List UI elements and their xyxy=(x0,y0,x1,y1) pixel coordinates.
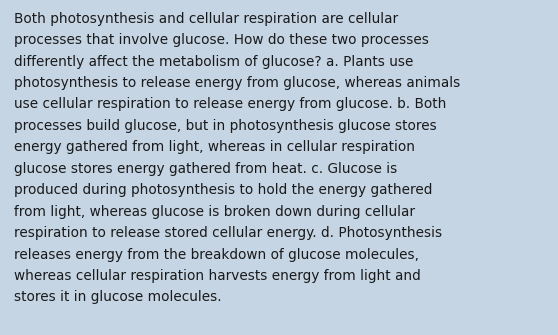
Text: respiration to release stored cellular energy. d. Photosynthesis: respiration to release stored cellular e… xyxy=(14,226,442,240)
Text: from light, whereas glucose is broken down during cellular: from light, whereas glucose is broken do… xyxy=(14,205,415,219)
Text: use cellular respiration to release energy from glucose. b. Both: use cellular respiration to release ener… xyxy=(14,97,446,112)
Text: photosynthesis to release energy from glucose, whereas animals: photosynthesis to release energy from gl… xyxy=(14,76,460,90)
Text: differently affect the metabolism of glucose? a. Plants use: differently affect the metabolism of glu… xyxy=(14,55,413,69)
Text: glucose stores energy gathered from heat. c. Glucose is: glucose stores energy gathered from heat… xyxy=(14,162,397,176)
Text: Both photosynthesis and cellular respiration are cellular: Both photosynthesis and cellular respira… xyxy=(14,12,398,26)
Text: stores it in glucose molecules.: stores it in glucose molecules. xyxy=(14,290,222,305)
Text: energy gathered from light, whereas in cellular respiration: energy gathered from light, whereas in c… xyxy=(14,140,415,154)
Text: releases energy from the breakdown of glucose molecules,: releases energy from the breakdown of gl… xyxy=(14,248,419,262)
Text: processes that involve glucose. How do these two processes: processes that involve glucose. How do t… xyxy=(14,33,429,47)
Text: processes build glucose, but in photosynthesis glucose stores: processes build glucose, but in photosyn… xyxy=(14,119,437,133)
Text: produced during photosynthesis to hold the energy gathered: produced during photosynthesis to hold t… xyxy=(14,183,432,197)
Text: whereas cellular respiration harvests energy from light and: whereas cellular respiration harvests en… xyxy=(14,269,421,283)
